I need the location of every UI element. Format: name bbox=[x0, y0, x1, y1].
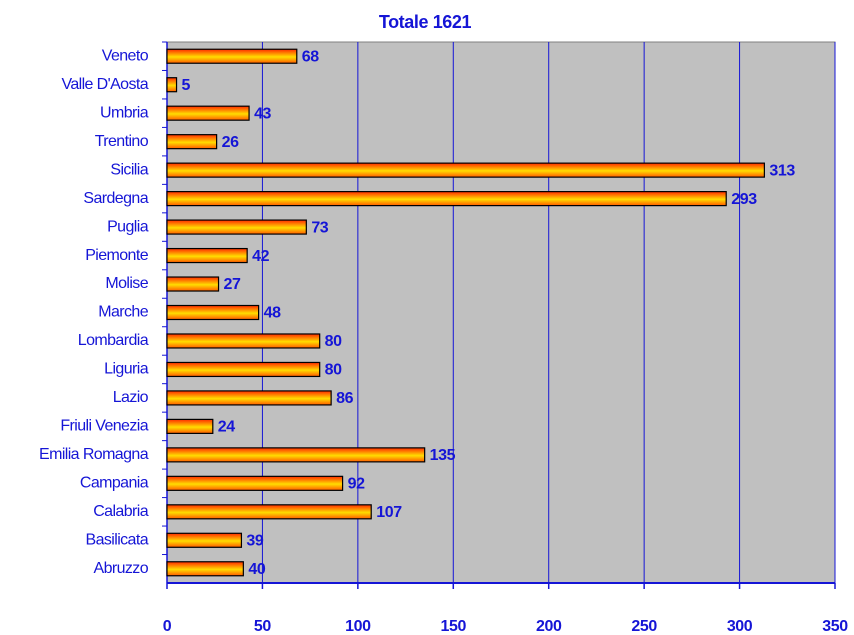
x-tick-label: 0 bbox=[163, 618, 172, 635]
bar bbox=[166, 134, 218, 150]
y-tick-label: Veneto bbox=[102, 47, 149, 64]
y-tick-label: Lombardia bbox=[78, 332, 149, 349]
y-tick-label: Umbria bbox=[100, 104, 149, 121]
y-tick-label: Valle D'Aosta bbox=[61, 76, 148, 93]
value-label: 42 bbox=[252, 248, 269, 265]
value-label: 43 bbox=[254, 105, 271, 122]
bar bbox=[166, 162, 765, 178]
x-tick-label: 100 bbox=[345, 618, 371, 635]
bar bbox=[166, 418, 214, 434]
y-tick-label: Molise bbox=[105, 275, 148, 292]
value-label: 48 bbox=[264, 305, 281, 322]
y-tick-label: Puglia bbox=[107, 218, 149, 235]
plot-area bbox=[166, 41, 836, 584]
bar bbox=[166, 219, 307, 235]
x-tick-label: 250 bbox=[631, 618, 657, 635]
value-label: 80 bbox=[325, 333, 342, 350]
value-label: 5 bbox=[182, 77, 191, 94]
y-tick-label: Emilia Romagna bbox=[39, 446, 149, 463]
x-tick-label: 150 bbox=[441, 618, 467, 635]
bar bbox=[166, 191, 727, 207]
y-tick-label: Liguria bbox=[104, 361, 149, 378]
x-tick-label: 350 bbox=[822, 618, 848, 635]
bar bbox=[166, 48, 298, 64]
bar bbox=[166, 532, 243, 548]
value-label: 293 bbox=[731, 191, 757, 208]
y-tick-label: Piemonte bbox=[85, 247, 148, 264]
value-label: 86 bbox=[336, 390, 353, 407]
bar bbox=[166, 77, 178, 93]
value-label: 73 bbox=[311, 219, 328, 236]
value-label: 135 bbox=[430, 447, 456, 464]
bar bbox=[166, 276, 220, 292]
value-label: 26 bbox=[222, 134, 239, 151]
value-label: 27 bbox=[224, 276, 241, 293]
value-label: 80 bbox=[325, 362, 342, 379]
bar bbox=[166, 304, 260, 321]
x-tick-label: 300 bbox=[727, 618, 753, 635]
bar bbox=[166, 333, 321, 349]
y-tick-label: Sicilia bbox=[110, 161, 148, 178]
y-tick-label: Calabria bbox=[93, 503, 148, 520]
value-label: 68 bbox=[302, 48, 319, 65]
bar bbox=[166, 105, 250, 121]
value-label: 39 bbox=[246, 533, 263, 550]
y-tick-label: Lazio bbox=[113, 389, 149, 406]
y-tick-label: Campania bbox=[80, 475, 149, 492]
value-label: 313 bbox=[769, 162, 795, 179]
value-label: 24 bbox=[218, 419, 235, 436]
value-label: 92 bbox=[348, 476, 365, 493]
y-tick-label: Abruzzo bbox=[94, 560, 149, 577]
y-tick-label: Friuli Venezia bbox=[60, 418, 148, 435]
x-tick-label: 200 bbox=[536, 618, 562, 635]
bar bbox=[166, 361, 321, 378]
y-tick-label: Basilicata bbox=[86, 532, 149, 549]
bar bbox=[166, 447, 426, 463]
y-tick-label: Sardegna bbox=[83, 190, 148, 207]
y-tick-label: Marche bbox=[98, 304, 148, 321]
bar bbox=[166, 504, 372, 520]
x-tick-label: 50 bbox=[254, 618, 271, 635]
bar bbox=[166, 390, 332, 406]
value-label: 107 bbox=[376, 504, 402, 521]
chart-subtitle: Totale 1621 bbox=[379, 12, 472, 32]
bar bbox=[166, 561, 244, 577]
bar bbox=[166, 475, 344, 491]
value-label: 40 bbox=[248, 561, 265, 578]
bar bbox=[166, 247, 248, 264]
y-tick-label: Trentino bbox=[95, 133, 149, 150]
